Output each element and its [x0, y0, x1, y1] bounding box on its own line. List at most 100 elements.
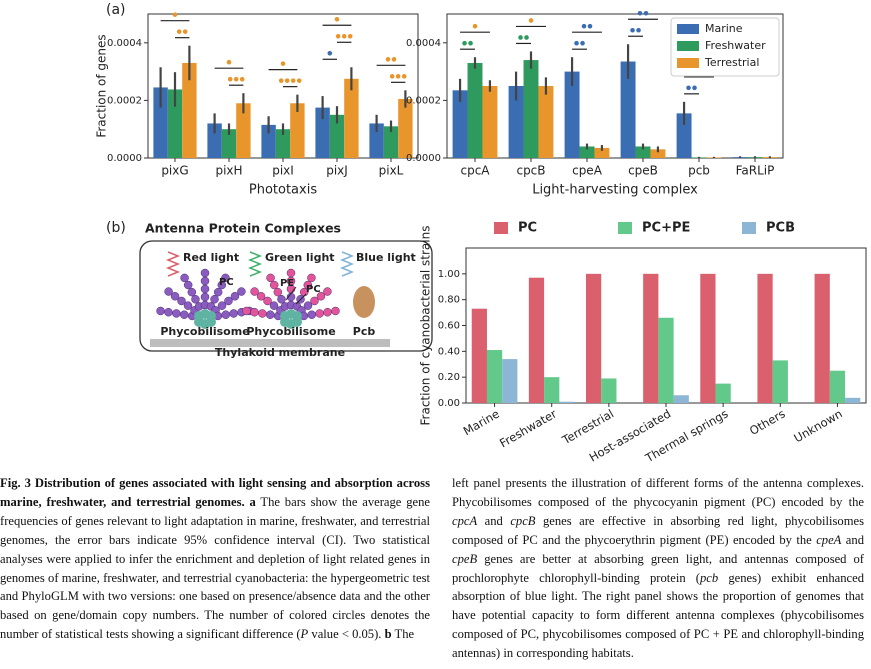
panel-label: (b): [106, 220, 126, 236]
caption-text: value < 0.05).: [308, 627, 385, 642]
bar: [471, 308, 487, 403]
significance-dots: [630, 27, 641, 33]
significance-dots: [462, 40, 473, 46]
caption-italic: pcb: [699, 570, 719, 585]
caption-bold: Fig. 3 Distribution of genes associated …: [0, 476, 430, 509]
legend-swatch: [742, 222, 756, 234]
x-tick-label: pixJ: [326, 164, 348, 178]
significance-dot: [580, 40, 585, 46]
red-light-wave: [165, 251, 181, 277]
light-label: Blue light: [356, 251, 416, 264]
x-tick-label: Unknown: [791, 407, 844, 446]
rod-disc: [187, 287, 197, 297]
bar: [344, 78, 359, 158]
significance-dot: [637, 10, 643, 16]
bar: [369, 123, 384, 158]
bar: [467, 62, 483, 158]
rod-disc: [310, 296, 319, 306]
significance-dot: [587, 23, 593, 29]
y-tick-label: 0.60: [438, 321, 460, 332]
membrane: [150, 339, 390, 347]
rod-disc: [191, 295, 200, 304]
y-tick-label: 0.40: [438, 346, 460, 357]
caption-text: left panel presents the illustration of …: [452, 476, 864, 509]
pigment-label: PE: [280, 278, 294, 289]
rod-disc: [277, 295, 286, 304]
bar: [315, 107, 330, 158]
significance-dot: [226, 59, 232, 65]
bar: [544, 377, 560, 403]
caption-bold: b: [384, 627, 392, 642]
bar: [486, 350, 503, 403]
bar: [676, 113, 692, 158]
significance-dot: [574, 40, 579, 46]
rod-disc: [263, 296, 272, 306]
significance-dot: [630, 27, 635, 33]
bar: [290, 103, 305, 158]
rod-disc: [180, 273, 189, 283]
significance-dot: [327, 50, 333, 56]
caption-left: Fig. 3 Distribution of genes associated …: [0, 474, 430, 644]
rod-disc: [229, 309, 238, 318]
x-axis-label: Phototaxis: [249, 183, 317, 198]
rod-disc: [156, 306, 165, 316]
rod-disc: [230, 292, 240, 301]
bar: [482, 86, 498, 158]
significance-dots: [637, 10, 649, 16]
x-tick-label: FaRLiP: [736, 164, 775, 178]
significance-dot: [290, 78, 296, 83]
rod-disc: [180, 310, 189, 319]
caption-text: and: [841, 532, 864, 547]
x-tick-label: cpcB: [516, 164, 545, 178]
significance-dot: [385, 57, 391, 62]
y-tick-label: 1.00: [438, 269, 460, 280]
significance-dot: [528, 18, 534, 23]
blue-light-wave: [339, 251, 355, 277]
bar: [153, 87, 168, 158]
x-tick-label: cpcA: [460, 164, 490, 178]
caption-italic: P: [300, 627, 309, 642]
significance-dots: [278, 78, 302, 83]
bar: [579, 146, 595, 158]
significance-dot: [686, 85, 691, 91]
significance-dot: [347, 33, 353, 39]
y-tick-label: 0.20: [438, 372, 460, 383]
core-disc: [286, 319, 296, 329]
bar: [523, 60, 539, 158]
significance-dots: [389, 74, 407, 79]
significance-dot: [227, 76, 233, 82]
bar: [508, 86, 524, 158]
x-tick-label: pcb: [688, 164, 710, 178]
significance-dot: [182, 29, 188, 34]
bar: [757, 273, 773, 403]
y-axis-label: Fraction of genes: [95, 34, 109, 137]
bar: [564, 71, 580, 158]
significance-dots: [334, 16, 340, 22]
rod-disc: [258, 309, 267, 318]
bar: [594, 147, 610, 158]
bar: [700, 273, 716, 403]
significance-dots: [172, 12, 178, 17]
legend-swatch: [677, 24, 699, 34]
y-tick-label: 0.0004: [107, 38, 142, 49]
rod-disc: [170, 292, 180, 301]
caption-text: and: [477, 513, 511, 528]
significance-dots: [472, 23, 478, 29]
complex-label: Pcb: [353, 325, 376, 338]
bar: [620, 61, 636, 158]
bar: [207, 123, 222, 158]
y-tick-label: 0.0004: [406, 38, 441, 49]
rod-disc: [331, 306, 340, 316]
pointer: [295, 293, 307, 305]
legend-swatch: [677, 41, 699, 51]
core-disc: [280, 311, 290, 321]
x-tick-label: Freshwater: [497, 406, 559, 450]
legend-swatch: [494, 222, 508, 234]
rod-disc: [200, 292, 210, 302]
rod-disc: [273, 287, 283, 297]
significance-dot: [472, 23, 478, 29]
rod-disc: [200, 268, 210, 278]
rod-disc: [164, 287, 173, 296]
bar: [261, 124, 276, 158]
rod-disc: [307, 273, 316, 283]
